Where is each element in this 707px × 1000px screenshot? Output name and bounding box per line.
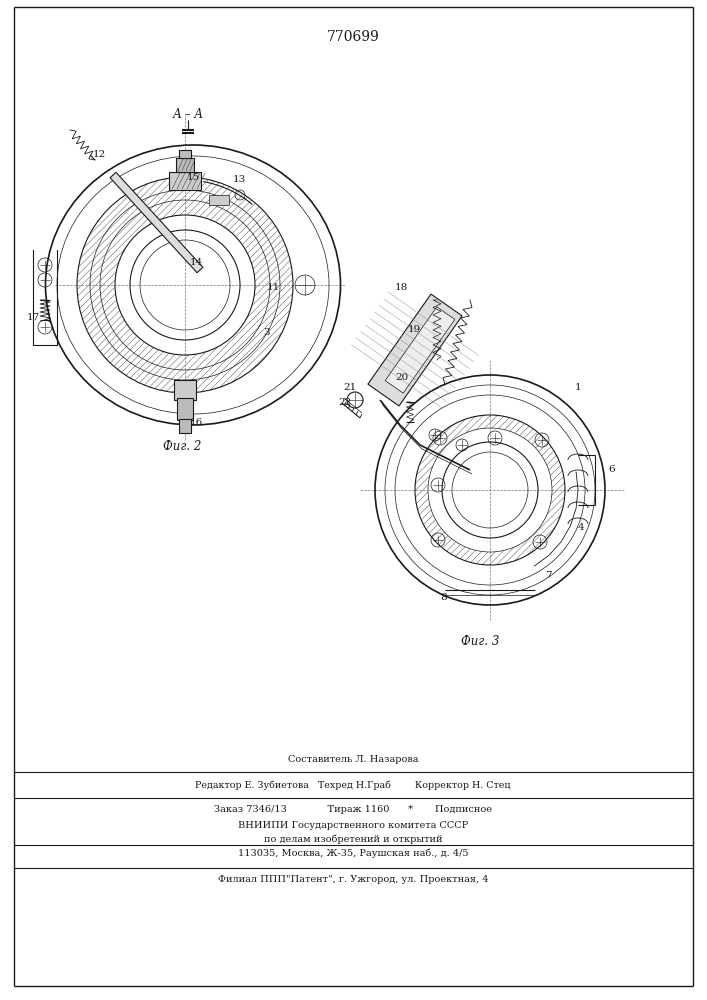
Text: 13: 13: [233, 175, 246, 184]
Text: 20: 20: [395, 373, 408, 382]
Bar: [179, 150, 191, 158]
Bar: [179, 419, 191, 433]
Polygon shape: [110, 172, 203, 273]
Polygon shape: [368, 294, 462, 406]
Text: 12: 12: [93, 150, 106, 159]
Text: 1: 1: [575, 383, 582, 392]
Text: Фиг. 2: Фиг. 2: [163, 440, 201, 453]
Text: по делам изобретений и открытий: по делам изобретений и открытий: [264, 834, 443, 844]
Bar: [177, 398, 193, 420]
Text: 17: 17: [27, 313, 40, 322]
Text: 3: 3: [263, 328, 269, 337]
Bar: [174, 380, 196, 400]
Text: 4: 4: [578, 523, 585, 532]
Polygon shape: [385, 307, 455, 393]
Text: 19: 19: [408, 325, 421, 334]
Text: 8: 8: [440, 593, 447, 602]
Text: 21: 21: [343, 383, 356, 392]
Text: А – А: А – А: [173, 108, 204, 121]
Text: Составитель Л. Назарова: Составитель Л. Назарова: [288, 754, 419, 764]
Text: 6: 6: [608, 465, 614, 474]
Text: 14: 14: [190, 258, 203, 267]
Text: 16: 16: [190, 418, 203, 427]
Text: ВНИИПИ Государственного комитета СССР: ВНИИПИ Государственного комитета СССР: [238, 822, 468, 830]
Text: Филиал ППП"Патент", г. Ужгород, ул. Проектная, 4: Филиал ППП"Патент", г. Ужгород, ул. Прое…: [218, 876, 489, 884]
Text: Заказ 7346/13             Тираж 1160      *       Подписное: Заказ 7346/13 Тираж 1160 * Подписное: [214, 806, 492, 814]
Text: 15: 15: [187, 173, 200, 182]
Text: 11: 11: [267, 283, 280, 292]
Text: Фиг. 3: Фиг. 3: [461, 635, 499, 648]
Bar: [209, 195, 229, 205]
Text: 22: 22: [338, 398, 351, 407]
Text: 7: 7: [545, 571, 551, 580]
Text: Редактор Е. Зубиетова   Техред Н.Граб        Корректор Н. Стец: Редактор Е. Зубиетова Техред Н.Граб Корр…: [195, 780, 510, 790]
Text: 113035, Москва, Ж-35, Раушская наб., д. 4/5: 113035, Москва, Ж-35, Раушская наб., д. …: [238, 848, 468, 858]
Text: 770699: 770699: [327, 30, 380, 44]
Bar: [176, 158, 194, 172]
Bar: [169, 172, 201, 190]
Text: 18: 18: [395, 283, 408, 292]
